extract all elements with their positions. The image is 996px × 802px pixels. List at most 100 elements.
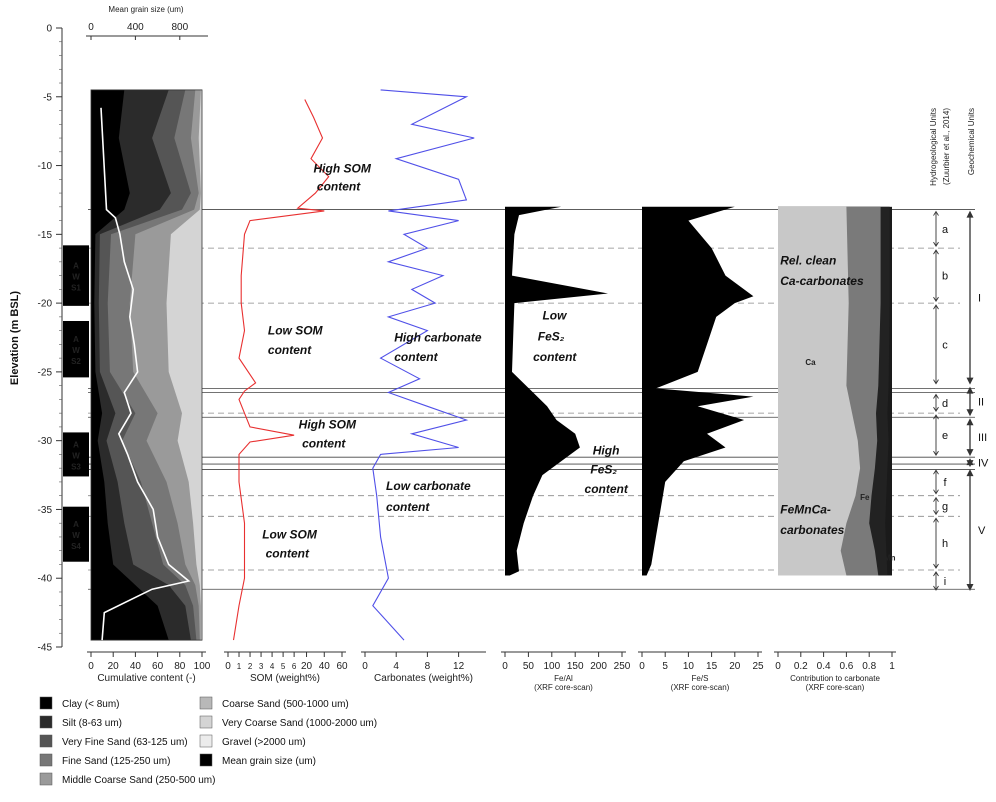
geochem-unit-label: II [978,396,984,408]
core-label: A [73,262,79,271]
x-axis-label: Contribution to carbonate [790,674,880,683]
hydro-arrow-up [933,571,939,577]
hydro-arrow-down [933,585,939,591]
x-tick-label: 0.4 [817,661,831,672]
annotation-text: FeS₂ [590,463,617,477]
core-block [63,506,89,562]
x-tick-label: 40 [319,661,331,672]
x-tick-label: 0 [362,661,368,672]
legend-label: Fine Sand (125-250 um) [62,756,170,767]
legend-swatch [39,753,53,767]
annotation-text: FeMnCa- [780,503,831,517]
x-tick-label: 100 [543,661,560,672]
top-tick-label: 0 [88,22,94,33]
annotation-text: Low SOM [262,527,318,541]
x-tick-label: 20 [108,661,120,672]
legend-swatch [199,696,213,710]
x-tick-label: 4 [270,662,275,671]
core-label: S4 [71,542,81,551]
hydro-units-citation: (Zuurbier et al., 2014) [942,108,951,185]
x-axis-label: Carbonates (weight%) [374,673,473,684]
x-tick-label: 5 [662,661,668,672]
legend-label: Very Fine Sand (63-125 um) [62,737,188,748]
geochem-arrow-down [966,460,974,468]
hydro-arrow-up [933,249,939,255]
hydro-unit-label: e [942,430,948,442]
fe_s-profile [642,206,754,576]
legend-label: Clay (< 8um) [62,699,120,710]
geochem-units-title: Geochemical Units [967,108,976,175]
hydro-arrow-up [933,517,939,523]
core-block [63,320,89,378]
hydro-arrow-down [933,296,939,302]
core-label: S3 [71,462,81,471]
geochem-arrow-up [966,210,974,218]
hydro-arrow-up [933,496,939,502]
x-axis-label: Cumulative content (-) [97,673,195,684]
geochem-arrow-up [966,418,974,426]
x-axis-label: SOM (weight%) [250,673,320,684]
core-label: A [73,335,79,344]
hydro-arrow-down [933,406,939,413]
hydro-arrow-down [933,379,939,385]
x-tick-label: 0 [639,661,645,672]
x-tick-label: 10 [683,661,695,672]
annotation-text: High [593,443,620,457]
core-label: A [73,520,79,529]
annotation-text: content [302,437,346,451]
legend-swatch [39,696,53,710]
legend-label: Mean grain size (um) [222,756,316,767]
core-label: W [72,451,80,460]
hydro-arrow-down [933,489,939,495]
annotation-text: FeS₂ [538,329,565,343]
x-tick-label: 1 [889,661,895,672]
som-line [232,99,330,641]
grain-size-band [166,89,202,641]
y-tick-label: -15 [38,230,53,241]
legend-label: Gravel (>2000 um) [222,737,306,748]
x-tick-label: 6 [292,662,297,671]
core-label: A [73,440,79,449]
hydro-arrow-up [933,469,939,475]
x-tick-label: 15 [706,661,718,672]
geochem-arrow-down [966,449,974,457]
hydro-unit-label: d [942,398,948,410]
hydro-arrow-down [933,563,939,569]
y-tick-label: -30 [38,436,53,447]
top-axis-label: Mean grain size (um) [108,5,183,14]
hydro-arrow-up [933,393,939,399]
x-tick-label: 0 [775,661,781,672]
x-tick-label: 60 [336,661,348,672]
hydro-unit-label: f [943,477,947,489]
geochem-unit-label: III [978,432,987,444]
hydro-arrow-down [933,510,939,516]
x-tick-label: 50 [523,661,535,672]
hydro-unit-label: i [944,576,946,588]
contribution-ca [778,206,861,576]
x-axis-sublabel: (XRF core-scan) [806,683,865,692]
x-tick-label: 0.6 [839,661,853,672]
hydro-unit-label: c [942,339,948,351]
core-block [63,245,89,306]
core-block [63,432,89,477]
hydro-unit-label: a [942,224,949,236]
legend-swatch [39,715,53,729]
mean-grain-size-line [100,107,191,641]
y-tick-label: -10 [38,161,53,172]
annotation-text: content [317,179,361,193]
annotation-text: content [394,350,438,364]
hydro-arrow-up [933,210,939,216]
y-axis-label: Elevation (m BSL) [9,291,21,385]
core-label: S2 [71,357,81,366]
inline-label: Fe [860,493,870,502]
x-tick-label: 0.8 [862,661,876,672]
top-tick-label: 400 [127,22,144,33]
annotation-text: Rel. clean [780,254,836,268]
x-tick-label: 2 [248,662,253,671]
hydro-unit-label: g [942,501,948,513]
legend-swatch [39,734,53,748]
geochem-arrow-up [966,469,974,477]
y-tick-label: -40 [38,574,53,585]
hydro-arrow-down [933,241,939,247]
annotation-text: content [585,482,629,496]
